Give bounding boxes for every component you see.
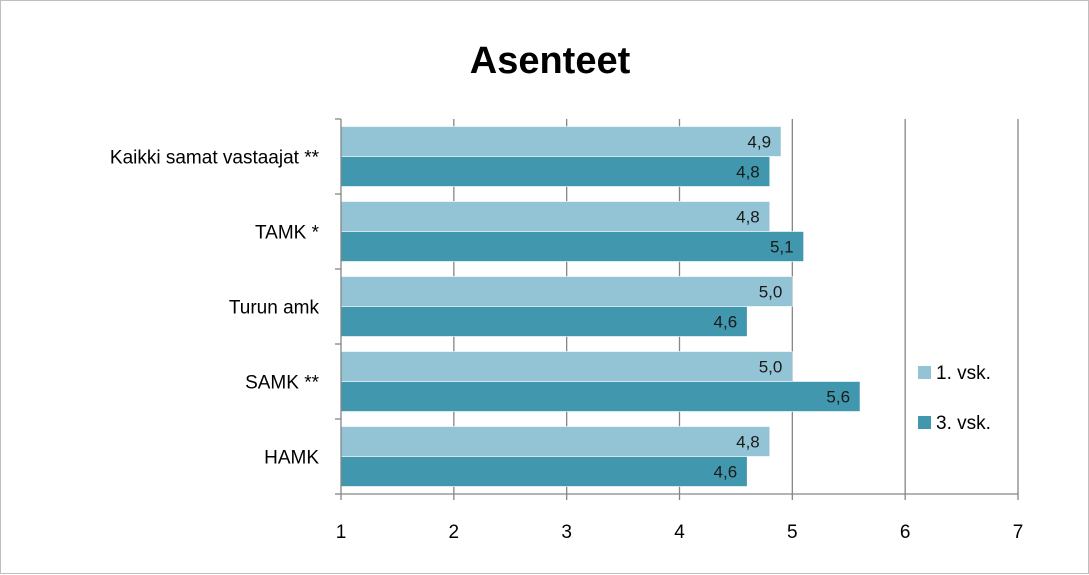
data-label-vsk1-3: 5,0 (759, 358, 783, 377)
category-label-3: SAMK ** (245, 373, 320, 394)
x-tick-label-6: 6 (900, 522, 911, 543)
legend-swatch-vsk1 (918, 366, 931, 379)
data-label-vsk1-2: 5,0 (759, 283, 783, 302)
data-label-vsk3-1: 5,1 (770, 238, 794, 257)
chart-title: Asenteet (470, 40, 631, 82)
bar-vsk3-3 (340, 381, 861, 412)
x-tick-label-4: 4 (674, 522, 685, 543)
category-label-0: Kaikki samat vastaajat ** (110, 148, 320, 169)
category-label-1: TAMK * (255, 223, 320, 244)
bar-vsk3-1 (340, 231, 804, 262)
bars: 4,9 4,8 4,8 5,1 5,0 4,6 5,0 5,6 4,8 4,6 (340, 126, 861, 487)
bar-vsk1-3 (340, 351, 793, 382)
data-label-vsk3-2: 4,6 (714, 313, 738, 332)
legend-swatch-vsk3 (918, 416, 931, 429)
bar-vsk1-0 (340, 126, 782, 157)
data-label-vsk3-0: 4,8 (736, 163, 760, 182)
bar-vsk1-2 (340, 276, 793, 307)
x-tick-label-3: 3 (561, 522, 572, 543)
bar-vsk3-4 (340, 456, 748, 487)
data-label-vsk3-3: 5,6 (826, 388, 850, 407)
x-tick-label-5: 5 (787, 522, 798, 543)
bar-vsk3-0 (340, 156, 771, 187)
x-tick-label-2: 2 (449, 522, 460, 543)
data-label-vsk3-4: 4,6 (714, 463, 738, 482)
bar-vsk1-1 (340, 201, 771, 232)
data-label-vsk1-4: 4,8 (736, 433, 760, 452)
bar-vsk1-4 (340, 426, 771, 457)
legend-label-vsk3: 3. vsk. (936, 413, 991, 434)
bar-vsk3-2 (340, 306, 748, 337)
data-label-vsk1-1: 4,8 (736, 208, 760, 227)
legend: 1. vsk. 3. vsk. (918, 363, 991, 434)
category-label-4: HAMK (264, 448, 319, 469)
axes: Kaikki samat vastaajat ** TAMK * Turun amk… (110, 118, 1024, 543)
legend-label-vsk1: 1. vsk. (936, 363, 991, 384)
x-tick-label-1: 1 (336, 522, 347, 543)
category-label-2: Turun amk (229, 298, 320, 319)
data-label-vsk1-0: 4,9 (747, 133, 771, 152)
x-tick-label-7: 7 (1013, 522, 1024, 543)
